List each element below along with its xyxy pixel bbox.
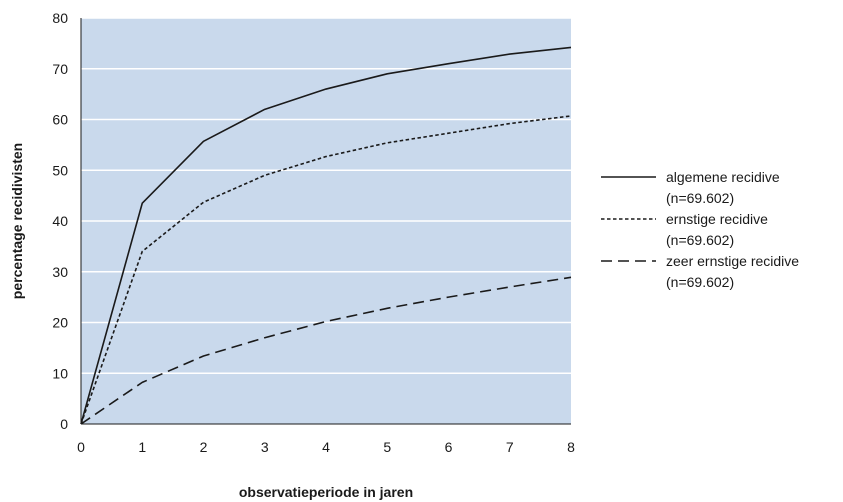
gridlines (81, 17, 571, 374)
legend-sample-size: (n=69.602) (666, 274, 734, 290)
x-tick-label: 7 (506, 439, 514, 455)
y-tick-labels: 0 10 20 30 40 50 60 70 80 (52, 10, 68, 432)
y-tick-label: 50 (52, 162, 68, 178)
x-axis-title: observatieperiode in jaren (239, 484, 413, 500)
x-tick-label: 3 (261, 439, 269, 455)
legend-label: algemene recidive (666, 169, 780, 185)
y-tick-label: 20 (52, 315, 68, 331)
y-tick-label: 0 (60, 416, 68, 432)
y-axis-title: percentage recidivisten (9, 143, 25, 299)
y-tick-label: 60 (52, 112, 68, 128)
legend-label: ernstige recidive (666, 211, 768, 227)
y-tick-label: 40 (52, 213, 68, 229)
x-tick-label: 5 (383, 439, 391, 455)
series-line-3 (80, 276, 572, 425)
x-tick-label: 6 (445, 439, 453, 455)
x-tick-labels: 0 1 2 3 4 5 6 7 8 (77, 439, 575, 455)
y-tick-label: 70 (52, 61, 68, 77)
legend: algemene recidive (n=69.602) ernstige reci… (601, 169, 799, 290)
series-line-2 (80, 115, 572, 425)
legend-sample-size: (n=69.602) (666, 190, 734, 206)
x-tick-label: 1 (138, 439, 146, 455)
legend-label: zeer ernstige recidive (666, 253, 799, 269)
x-tick-label: 8 (567, 439, 575, 455)
y-tick-label: 10 (52, 365, 68, 381)
x-tick-label: 2 (200, 439, 208, 455)
y-tick-label: 30 (52, 264, 68, 280)
x-tick-label: 0 (77, 439, 85, 455)
y-tick-label: 80 (52, 10, 68, 26)
series-line-1 (80, 46, 572, 425)
x-tick-label: 4 (322, 439, 330, 455)
legend-sample-size: (n=69.602) (666, 232, 734, 248)
series-lines (80, 18, 572, 425)
